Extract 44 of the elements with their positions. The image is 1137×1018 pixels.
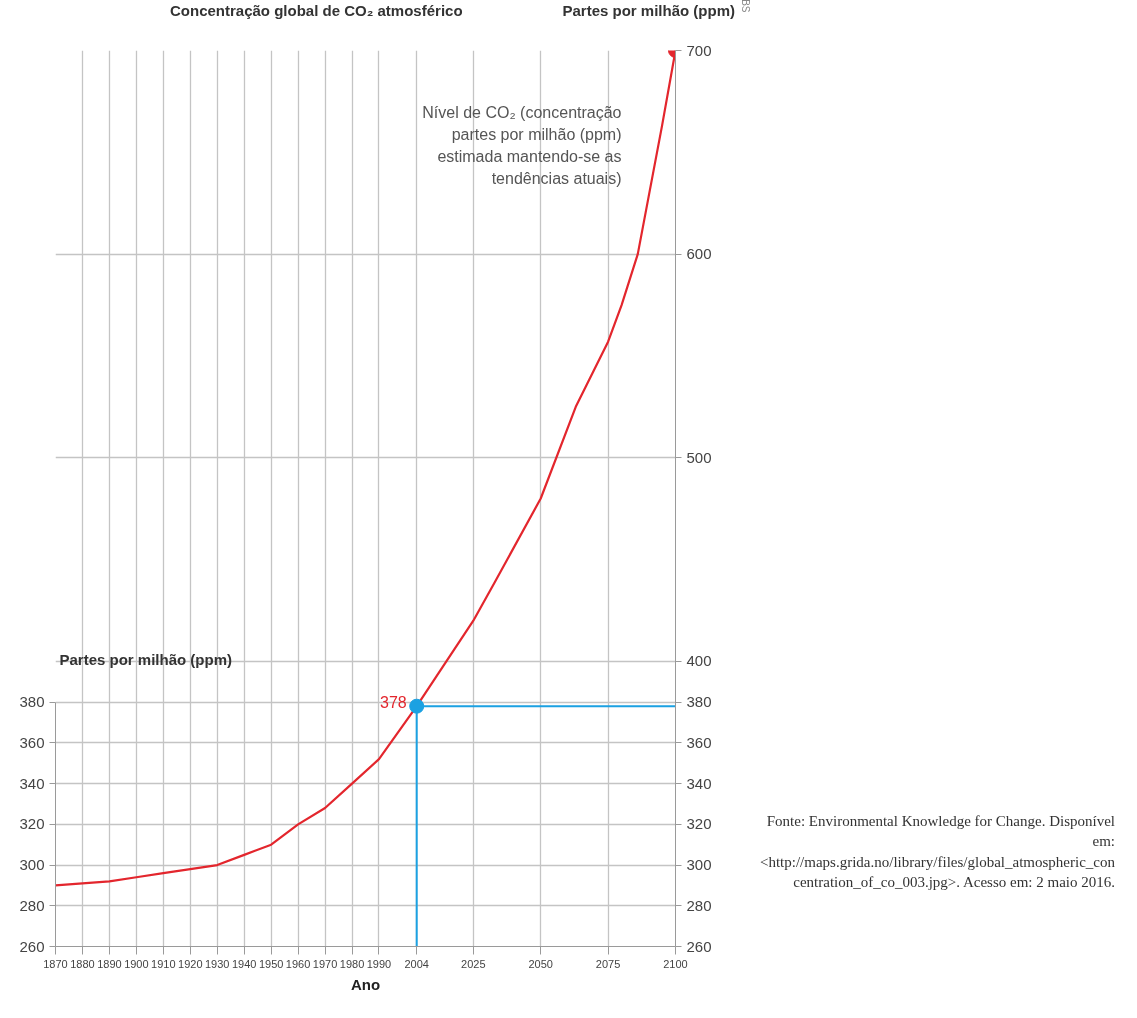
data-label: 378 — [380, 694, 407, 712]
y2-tick-label: 400 — [686, 652, 712, 670]
x-axis-title: Ano — [350, 975, 381, 993]
x-tick-label: 1950 — [258, 957, 284, 970]
y-tick-label: 280 — [19, 896, 45, 914]
x-tick-label: 1990 — [366, 957, 392, 970]
y-tick-label: 260 — [19, 937, 45, 955]
x-tick-label: 1970 — [312, 957, 338, 970]
x-tick-label: 2075 — [595, 957, 621, 970]
x-tick-label: 1880 — [70, 957, 95, 970]
y2-tick-label: 300 — [686, 856, 712, 874]
x-tick-label: 1910 — [151, 957, 176, 970]
x-tick-label: 1980 — [339, 957, 365, 970]
x-tick-label: 1940 — [231, 957, 257, 970]
y2-tick-label: 360 — [686, 733, 712, 751]
x-tick-label: 1900 — [124, 957, 149, 970]
x-tick-label: 1890 — [97, 957, 122, 970]
x-tick-label: 1930 — [205, 957, 230, 970]
x-tick-label: 2004 — [404, 957, 429, 970]
x-tick-label: 1960 — [285, 957, 311, 970]
y2-tick-label: 340 — [686, 774, 712, 792]
x-tick-label: 2025 — [461, 957, 486, 970]
y2-tick-label: 260 — [686, 937, 712, 955]
text: BS — [739, 0, 753, 15]
x-tick-label: 1920 — [178, 957, 203, 970]
chart-title: Concentração global de CO₂ atmosférico — [170, 1, 463, 21]
y2-axis-title: Partes por milhão (ppm) — [562, 1, 735, 21]
y-tick-label: 340 — [19, 774, 45, 792]
y2-tick-label: 280 — [686, 896, 712, 914]
y2-tick-label: 700 — [686, 41, 712, 59]
y2-tick-label: 600 — [686, 245, 712, 263]
annotation: Nível de CO₂ (concentração partes por milhão (ppm) estimada mantendo-se as tendências atuais) — [422, 103, 622, 187]
y2-tick-label: 320 — [686, 815, 712, 833]
source-note: Fonte: Environmental Knowledge for Change. Disponível em: <http://maps.grida.no/library/files/global_atmospheric_concentration_of_co_003.jpg>. Acesso em: 2 maio 2016. — [758, 812, 1115, 892]
y-tick-label: 380 — [19, 693, 45, 711]
y2-tick-label: 380 — [686, 693, 712, 711]
x-tick-label: 2100 — [663, 957, 688, 970]
y2-tick-label: 500 — [686, 448, 712, 466]
y-tick-label: 360 — [19, 733, 45, 751]
y-axis-title: Partes por milhão (ppm) — [59, 651, 233, 669]
x-tick-label: 2050 — [528, 957, 553, 970]
y-tick-label: 320 — [19, 815, 45, 833]
x-tick-label: 1870 — [43, 957, 68, 970]
y-tick-label: 300 — [19, 856, 45, 874]
